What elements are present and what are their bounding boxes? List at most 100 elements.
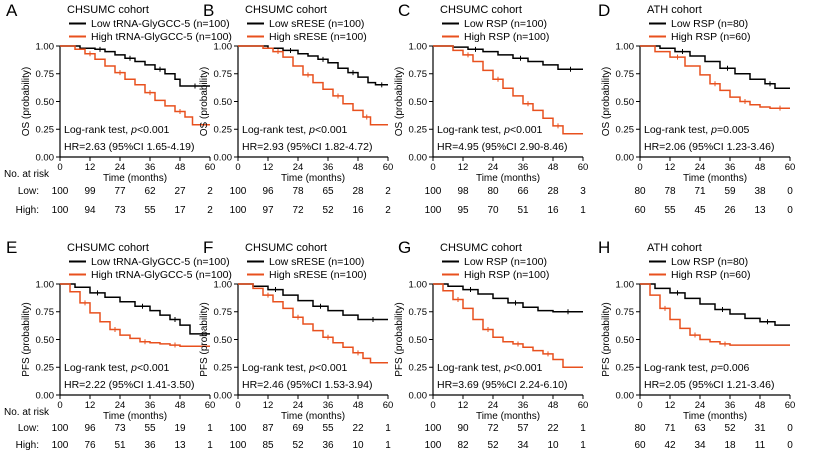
x-axis-label: Time (months) bbox=[281, 173, 345, 184]
x-tick-label: 12 bbox=[85, 162, 96, 173]
legend-label-low: Low RSP (n=80) bbox=[671, 18, 748, 30]
x-tick-label: 24 bbox=[488, 162, 499, 173]
logrank-annotation: Log-rank test, p<0.001 bbox=[437, 362, 543, 374]
y-tick-label: 0.50 bbox=[616, 97, 635, 108]
km-curve-high bbox=[238, 283, 388, 364]
risk-value-low: 1 bbox=[580, 423, 586, 434]
x-tick-label: 48 bbox=[353, 400, 364, 411]
x-tick-label: 24 bbox=[488, 400, 499, 411]
x-tick-label: 12 bbox=[85, 400, 96, 411]
risk-value-high: 13 bbox=[174, 440, 186, 451]
risk-value-low: 73 bbox=[114, 423, 126, 434]
logrank-annotation: Log-rank test, p<0.001 bbox=[64, 124, 170, 136]
km-curve-low bbox=[640, 283, 790, 326]
y-tick-label: 1.00 bbox=[214, 279, 233, 290]
risk-value-high: 55 bbox=[144, 205, 156, 216]
risk-value-high: 1 bbox=[385, 440, 391, 451]
panel-letter: E bbox=[6, 238, 17, 257]
cohort-title: CHSUMC cohort bbox=[245, 4, 327, 16]
risk-value-low: 27 bbox=[174, 186, 186, 197]
y-tick-label: 0.50 bbox=[616, 335, 635, 346]
risk-value-high: 82 bbox=[457, 440, 469, 451]
x-tick-label: 12 bbox=[263, 162, 274, 173]
y-tick-label: 0.00 bbox=[409, 390, 428, 401]
x-tick-label: 24 bbox=[293, 162, 304, 173]
panel-letter: H bbox=[598, 238, 610, 257]
legend-label-high: High RSP (n=60) bbox=[671, 31, 750, 43]
risk-value-low: 66 bbox=[517, 186, 529, 197]
y-tick-label: 0.25 bbox=[409, 363, 428, 374]
y-axis-label: OS (probability) bbox=[394, 67, 405, 136]
risk-value-high: 60 bbox=[634, 440, 646, 451]
km-curve-high bbox=[238, 45, 388, 126]
risk-value-low: 77 bbox=[114, 186, 126, 197]
risk-value-low: 22 bbox=[547, 423, 559, 434]
risk-value-low: 78 bbox=[664, 186, 676, 197]
x-tick-label: 36 bbox=[145, 162, 156, 173]
risk-value-low: 55 bbox=[144, 423, 156, 434]
risk-value-high: 52 bbox=[487, 440, 499, 451]
y-tick-label: 1.00 bbox=[409, 41, 428, 52]
risk-value-high: 36 bbox=[322, 440, 334, 451]
y-axis-label: OS (probability) bbox=[21, 67, 32, 136]
x-tick-label: 36 bbox=[725, 162, 736, 173]
risk-value-high: 73 bbox=[114, 205, 126, 216]
x-tick-label: 48 bbox=[548, 162, 559, 173]
y-tick-label: 0.50 bbox=[214, 97, 233, 108]
risk-value-high: 100 bbox=[425, 205, 442, 216]
legend-label-high: High RSP (n=100) bbox=[464, 269, 549, 281]
km-curve-high bbox=[433, 45, 583, 135]
x-tick-label: 0 bbox=[637, 400, 642, 411]
risk-value-low: 0 bbox=[787, 423, 793, 434]
km-curve-low bbox=[60, 45, 210, 87]
risk-value-low: 2 bbox=[207, 186, 213, 197]
risk-value-high: 1 bbox=[580, 440, 586, 451]
y-tick-label: 0.25 bbox=[36, 125, 55, 136]
risk-value-high: 72 bbox=[292, 205, 304, 216]
y-tick-label: 0.75 bbox=[409, 307, 428, 318]
x-tick-label: 60 bbox=[205, 162, 216, 173]
x-tick-label: 12 bbox=[458, 162, 469, 173]
risk-value-low: 1 bbox=[207, 423, 213, 434]
hr-annotation: HR=2.63 (95%CI 1.65-4.19) bbox=[64, 141, 194, 153]
risk-value-low: 100 bbox=[425, 186, 442, 197]
x-axis-label: Time (months) bbox=[103, 173, 167, 184]
x-tick-label: 24 bbox=[695, 162, 706, 173]
risk-value-high: 100 bbox=[52, 205, 69, 216]
risk-value-high: 85 bbox=[262, 440, 274, 451]
cohort-title: CHSUMC cohort bbox=[440, 242, 522, 254]
panel-letter: D bbox=[598, 1, 610, 20]
legend-label-low: Low sRESE (n=100) bbox=[269, 18, 364, 30]
x-axis-label: Time (months) bbox=[683, 411, 747, 422]
y-axis-label: OS (probability) bbox=[199, 67, 210, 136]
km-curve-low bbox=[238, 45, 388, 86]
risk-value-low: 99 bbox=[84, 186, 96, 197]
km-curve-low bbox=[238, 283, 388, 321]
risk-value-high: 11 bbox=[755, 440, 766, 451]
y-tick-label: 1.00 bbox=[214, 41, 233, 52]
legend-label-low: Low RSP (n=100) bbox=[464, 256, 547, 268]
x-tick-label: 0 bbox=[430, 400, 435, 411]
y-tick-label: 0.75 bbox=[616, 307, 635, 318]
y-tick-label: 1.00 bbox=[616, 41, 635, 52]
x-tick-label: 0 bbox=[57, 162, 62, 173]
y-tick-label: 0.25 bbox=[616, 125, 635, 136]
risk-value-low: 69 bbox=[292, 423, 304, 434]
x-tick-label: 60 bbox=[578, 162, 589, 173]
km-curve-high bbox=[640, 283, 790, 346]
risk-value-low: 87 bbox=[262, 423, 274, 434]
risk-row-label-high: High: bbox=[16, 205, 39, 216]
y-tick-label: 0.50 bbox=[214, 335, 233, 346]
risk-value-high: 100 bbox=[425, 440, 442, 451]
logrank-annotation: Log-rank test, p=0.006 bbox=[644, 362, 750, 374]
x-tick-label: 0 bbox=[57, 400, 62, 411]
risk-value-low: 100 bbox=[230, 186, 247, 197]
x-axis-label: Time (months) bbox=[476, 411, 540, 422]
risk-value-high: 1 bbox=[580, 205, 586, 216]
risk-value-low: 22 bbox=[352, 423, 364, 434]
x-tick-label: 60 bbox=[383, 400, 394, 411]
risk-row-label-high: High: bbox=[16, 440, 39, 451]
risk-value-low: 96 bbox=[262, 186, 274, 197]
logrank-annotation: Log-rank test, p<0.001 bbox=[437, 124, 543, 136]
